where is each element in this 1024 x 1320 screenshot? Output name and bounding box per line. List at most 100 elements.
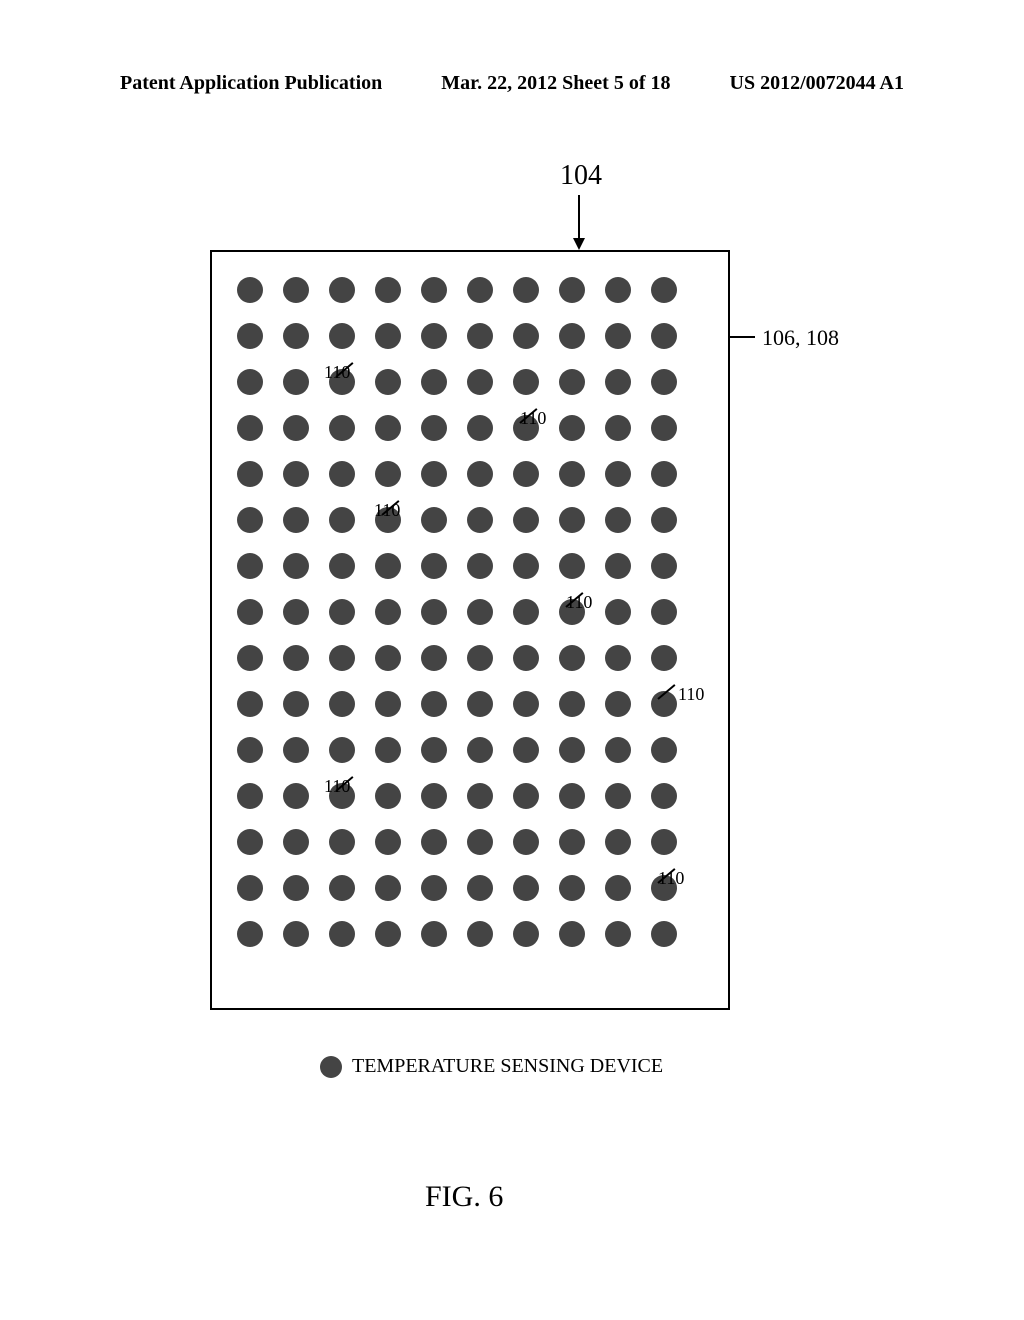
- sensor-dot: [329, 829, 355, 855]
- side-tick: [730, 336, 755, 338]
- sensor-dot: [421, 415, 447, 441]
- sensor-dot: [605, 645, 631, 671]
- sensor-dot: [329, 921, 355, 947]
- sensor-dot: [605, 323, 631, 349]
- sensor-dot: [651, 921, 677, 947]
- sensor-dot: [651, 415, 677, 441]
- sensor-dot: [513, 737, 539, 763]
- sensor-dot: [421, 783, 447, 809]
- sensor-dot: [513, 645, 539, 671]
- sensor-dot: [237, 645, 263, 671]
- sensor-dot: [559, 737, 585, 763]
- sensor-dot: [329, 277, 355, 303]
- sensor-dot: [283, 415, 309, 441]
- sensor-dot: [467, 921, 493, 947]
- sensor-dot: [237, 737, 263, 763]
- sensor-dot: [421, 323, 447, 349]
- sensor-dot: [467, 461, 493, 487]
- sensor-dot: [605, 691, 631, 717]
- sensor-dot: [329, 599, 355, 625]
- sensor-dot: [283, 691, 309, 717]
- sensor-dot: [237, 691, 263, 717]
- ref-106-108-label: 106, 108: [762, 325, 839, 351]
- sensor-dot: [467, 323, 493, 349]
- header-right: US 2012/0072044 A1: [730, 72, 904, 95]
- sensor-dot: [283, 645, 309, 671]
- sensor-dot: [467, 645, 493, 671]
- sensor-dot: [237, 323, 263, 349]
- sensor-dot: [375, 415, 401, 441]
- sensor-dot: [283, 599, 309, 625]
- sensor-dot: [605, 737, 631, 763]
- sensor-dot: [467, 369, 493, 395]
- sensor-dot: [283, 369, 309, 395]
- sensor-dot: [237, 369, 263, 395]
- sensor-dot: [237, 507, 263, 533]
- sensor-dot: [513, 921, 539, 947]
- sensor-dot: [329, 645, 355, 671]
- sensor-dot: [651, 323, 677, 349]
- sensor-dot: [237, 829, 263, 855]
- sensor-dot: [375, 461, 401, 487]
- sensor-dot: [513, 277, 539, 303]
- sensor-dot: [559, 553, 585, 579]
- sensor-dot: [329, 461, 355, 487]
- sensor-dot: [421, 599, 447, 625]
- sensor-dot: [467, 277, 493, 303]
- sensor-dot: [283, 875, 309, 901]
- sensor-dot: [329, 737, 355, 763]
- sensor-dot: [329, 553, 355, 579]
- ref-104-arrow: [578, 195, 580, 248]
- ref-110-label: 110: [678, 684, 704, 705]
- sensor-dot: [237, 415, 263, 441]
- sensor-dot: [283, 553, 309, 579]
- header-center: Mar. 22, 2012 Sheet 5 of 18: [441, 72, 670, 95]
- sensor-dot: [559, 691, 585, 717]
- sensor-dot: [237, 875, 263, 901]
- sensor-dot: [467, 507, 493, 533]
- sensor-dot: [605, 277, 631, 303]
- sensor-dot: [283, 323, 309, 349]
- page-header: Patent Application Publication Mar. 22, …: [0, 72, 1024, 95]
- sensor-dot: [513, 369, 539, 395]
- sensor-dot: [237, 461, 263, 487]
- sensor-dot: [421, 691, 447, 717]
- sensor-dot: [605, 507, 631, 533]
- header-left: Patent Application Publication: [120, 72, 382, 95]
- sensor-dot: [605, 783, 631, 809]
- ref-110-label: 110: [324, 776, 350, 797]
- sensor-dot: [375, 875, 401, 901]
- sensor-dot: [651, 829, 677, 855]
- sensor-dot: [283, 783, 309, 809]
- sensor-dot: [467, 737, 493, 763]
- figure-caption: FIG. 6: [425, 1180, 503, 1214]
- sensor-dot: [375, 277, 401, 303]
- ref-110-label: 110: [324, 362, 350, 383]
- sensor-dot: [513, 829, 539, 855]
- sensor-dot: [375, 737, 401, 763]
- sensor-dot: [513, 323, 539, 349]
- sensor-dot: [559, 921, 585, 947]
- sensor-dot: [651, 507, 677, 533]
- sensor-dot: [237, 783, 263, 809]
- sensor-dot: [513, 461, 539, 487]
- sensor-dot: [375, 691, 401, 717]
- sensor-dot: [651, 369, 677, 395]
- sensor-dot: [421, 461, 447, 487]
- sensor-dot: [513, 599, 539, 625]
- sensor-dot: [237, 921, 263, 947]
- sensor-dot: [605, 829, 631, 855]
- legend-dot-icon: [320, 1056, 342, 1078]
- sensor-dot: [605, 461, 631, 487]
- sensor-dot: [513, 783, 539, 809]
- sensor-dot: [651, 737, 677, 763]
- sensor-dot: [605, 921, 631, 947]
- sensor-dot: [605, 553, 631, 579]
- sensor-dot: [559, 507, 585, 533]
- sensor-dot: [283, 507, 309, 533]
- legend: TEMPERATURE SENSING DEVICE: [320, 1055, 663, 1078]
- sensor-dot: [467, 875, 493, 901]
- sensor-dot: [513, 553, 539, 579]
- sensor-dot: [467, 691, 493, 717]
- figure-area: 104106, 108110110110110110110110TEMPERAT…: [170, 200, 854, 1100]
